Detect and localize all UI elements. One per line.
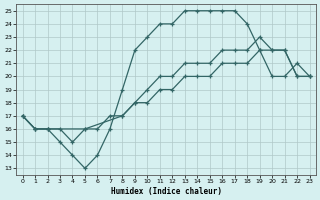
X-axis label: Humidex (Indice chaleur): Humidex (Indice chaleur) <box>111 187 221 196</box>
